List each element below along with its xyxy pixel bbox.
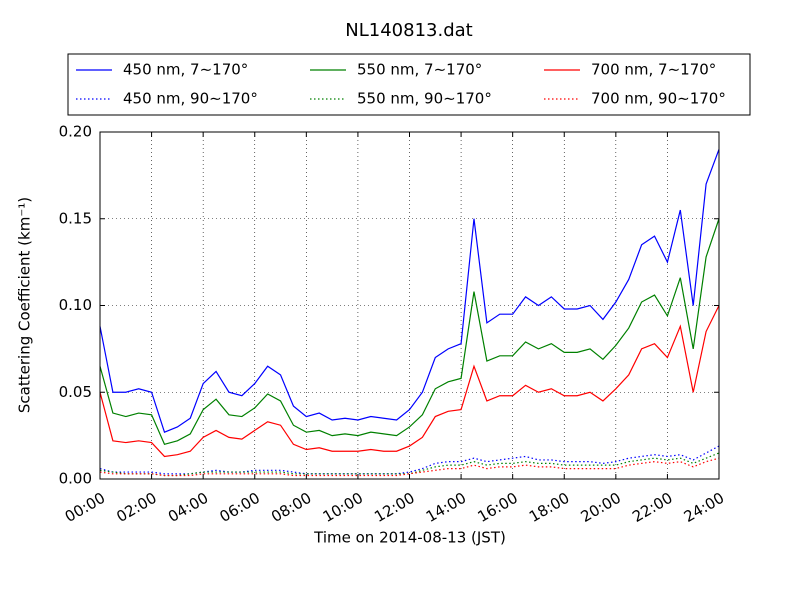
y-tick-label: 0.15 xyxy=(59,209,92,227)
y-axis-label: Scattering Coefficient (km⁻¹) xyxy=(16,197,34,413)
legend-label: 450 nm, 7∼170° xyxy=(123,61,248,79)
legend-label: 450 nm, 90∼170° xyxy=(123,90,258,108)
series-line xyxy=(99,445,720,475)
legend-box xyxy=(67,53,751,116)
legend-label: 550 nm, 90∼170° xyxy=(357,90,492,108)
legend-label: 700 nm, 90∼170° xyxy=(591,90,726,108)
y-tick-label: 0.20 xyxy=(59,123,92,141)
x-axis-label: Time on 2014-08-13 (JST) xyxy=(313,529,506,547)
legend-label: 550 nm, 7∼170° xyxy=(357,61,482,79)
series-line xyxy=(99,149,720,433)
legend-label: 700 nm, 7∼170° xyxy=(591,61,716,79)
chart-title: NL140813.dat xyxy=(345,20,472,41)
series-line xyxy=(99,218,720,446)
series-line xyxy=(99,305,720,458)
y-tick-label: 0.05 xyxy=(59,383,92,401)
y-tick-label: 0.00 xyxy=(59,470,92,488)
y-tick-label: 0.10 xyxy=(59,296,92,314)
